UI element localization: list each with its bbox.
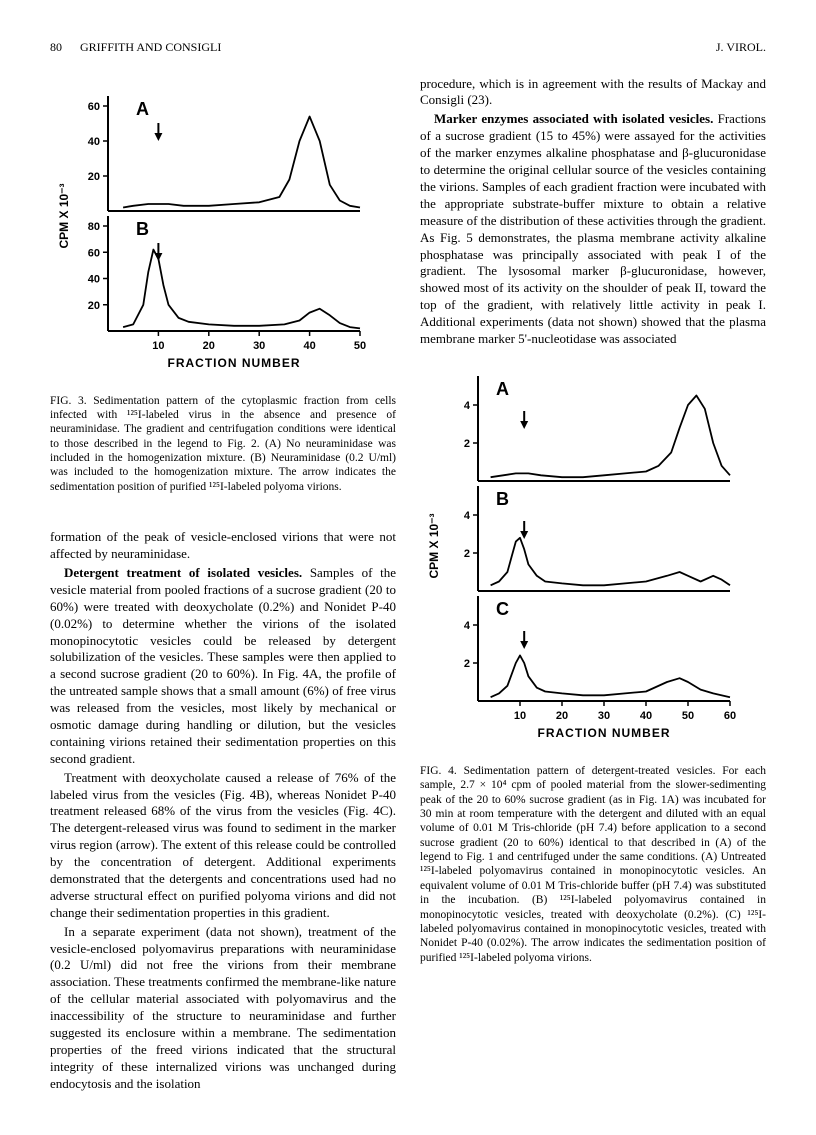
svg-text:60: 60 xyxy=(88,247,100,259)
svg-text:20: 20 xyxy=(88,299,100,311)
svg-text:2: 2 xyxy=(464,548,470,560)
page-number: 80 xyxy=(50,40,62,54)
svg-text:2: 2 xyxy=(464,438,470,450)
figure-3: 20 40 60 A 20 40 60 80 B 10 20 30 40 50 FRACTION NUMBE… xyxy=(50,86,396,495)
svg-text:B: B xyxy=(496,489,509,509)
body-r1: procedure, which is in agreement with th… xyxy=(420,76,766,110)
svg-text:30: 30 xyxy=(253,340,265,352)
p2-body: Samples of the vesicle material from poo… xyxy=(50,565,396,766)
figure-3-svg: 20 40 60 A 20 40 60 80 B 10 20 30 40 50 FRACTION NUMBE… xyxy=(50,86,370,386)
svg-text:FRACTION NUMBER: FRACTION NUMBER xyxy=(168,356,301,370)
body-p2: Detergent treatment of isolated vesicles… xyxy=(50,565,396,768)
svg-text:40: 40 xyxy=(640,710,652,722)
svg-text:10: 10 xyxy=(152,340,164,352)
figure-4-caption: FIG. 4. Sedimentation pattern of deterge… xyxy=(420,764,766,965)
p2-head: Detergent treatment of isolated vesicles… xyxy=(64,565,302,580)
svg-text:20: 20 xyxy=(203,340,215,352)
svg-text:C: C xyxy=(496,599,509,619)
svg-text:50: 50 xyxy=(354,340,366,352)
r2-head: Marker enzymes associated with isolated … xyxy=(434,111,713,126)
left-column: 20 40 60 A 20 40 60 80 B 10 20 30 40 50 FRACTION NUMBE… xyxy=(50,76,396,1095)
figure-4-svg: 2 4 A 2 4 B 2 4 C 10 20 30 40 50 60 FRACTION NUMBER CPM … xyxy=(420,366,740,756)
authors: GRIFFITH AND CONSIGLI xyxy=(80,40,221,54)
svg-text:4: 4 xyxy=(464,510,471,522)
journal: J. VIROL. xyxy=(716,40,766,56)
fig4-caption-label: FIG. 4. xyxy=(420,765,457,777)
fig3-caption-label: FIG. 3. xyxy=(50,395,87,407)
fig3-caption-text: Sedimentation pattern of the cytoplasmic… xyxy=(50,395,396,493)
svg-text:50: 50 xyxy=(682,710,694,722)
page-header: 80 GRIFFITH AND CONSIGLI J. VIROL. xyxy=(50,40,766,56)
svg-text:4: 4 xyxy=(464,400,471,412)
body-p3: Treatment with deoxycholate caused a rel… xyxy=(50,770,396,922)
svg-text:CPM X 10⁻³: CPM X 10⁻³ xyxy=(57,183,71,248)
svg-text:20: 20 xyxy=(88,171,100,183)
right-column: procedure, which is in agreement with th… xyxy=(420,76,766,1095)
svg-text:40: 40 xyxy=(303,340,315,352)
svg-text:A: A xyxy=(136,99,149,119)
svg-text:80: 80 xyxy=(88,221,100,233)
svg-text:40: 40 xyxy=(88,136,100,148)
svg-text:FRACTION NUMBER: FRACTION NUMBER xyxy=(538,726,671,740)
svg-text:CPM X 10⁻³: CPM X 10⁻³ xyxy=(427,513,441,578)
svg-text:4: 4 xyxy=(464,620,471,632)
svg-text:A: A xyxy=(496,379,509,399)
figure-3-caption: FIG. 3. Sedimentation pattern of the cyt… xyxy=(50,394,396,495)
svg-text:2: 2 xyxy=(464,658,470,670)
body-p1: formation of the peak of vesicle-enclose… xyxy=(50,529,396,563)
body-p4: In a separate experiment (data not shown… xyxy=(50,924,396,1093)
svg-text:60: 60 xyxy=(88,101,100,113)
fig4-caption-text: Sedimentation pattern of detergent-treat… xyxy=(420,765,766,964)
body-r2: Marker enzymes associated with isolated … xyxy=(420,111,766,347)
svg-text:20: 20 xyxy=(556,710,568,722)
svg-text:40: 40 xyxy=(88,273,100,285)
svg-text:60: 60 xyxy=(724,710,736,722)
svg-text:30: 30 xyxy=(598,710,610,722)
svg-text:B: B xyxy=(136,219,149,239)
r2-body: Fractions of a sucrose gradient (15 to 4… xyxy=(420,111,766,346)
svg-text:10: 10 xyxy=(514,710,526,722)
figure-4: 2 4 A 2 4 B 2 4 C 10 20 30 40 50 60 FRACTION NUMBER CPM … xyxy=(420,366,766,965)
